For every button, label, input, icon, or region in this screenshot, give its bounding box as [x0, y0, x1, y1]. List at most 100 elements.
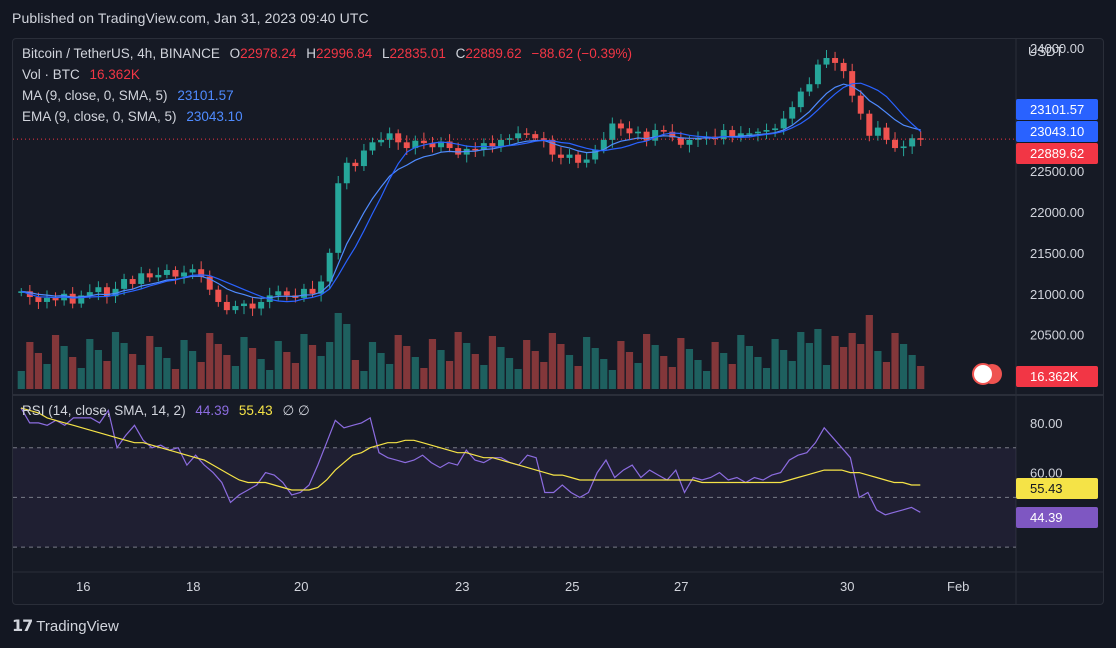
- candle-body: [438, 141, 445, 148]
- time-tick-label: 25: [565, 579, 579, 594]
- rsi-ma-tag-text: 55.43: [1030, 481, 1063, 496]
- candle-body: [497, 139, 504, 147]
- volume-bar: [43, 364, 51, 389]
- volume-bar: [77, 368, 85, 389]
- volume-bar: [51, 335, 60, 389]
- volume-bar: [129, 354, 137, 389]
- candle-body: [892, 139, 899, 149]
- ma-legend[interactable]: MA (9, close, 0, SMA, 5) 23101.57: [22, 88, 234, 103]
- volume-bar: [488, 336, 497, 389]
- volume-bar: [668, 367, 676, 389]
- candle-body: [69, 293, 76, 304]
- volume-bar: [86, 339, 94, 389]
- candle-body: [181, 272, 188, 277]
- ma-price-tag-text: 23101.57: [1030, 102, 1084, 117]
- volume-bar: [411, 357, 419, 389]
- rsi-band: [13, 447, 1016, 548]
- volume-bar: [814, 329, 822, 389]
- low-label: L: [382, 46, 390, 61]
- volume-bar: [377, 353, 385, 389]
- volume-bar: [326, 342, 334, 389]
- candle-body: [146, 273, 153, 278]
- volume-bar: [899, 344, 908, 389]
- candle-body: [455, 148, 462, 155]
- currency-label: USDT: [1028, 44, 1063, 59]
- candle-body: [189, 269, 196, 273]
- candle-body: [557, 154, 564, 158]
- candle-body: [857, 95, 864, 114]
- rsi-tag: 44.39: [1016, 507, 1098, 528]
- last-price-tag-bg: [1016, 143, 1098, 164]
- volume-bar: [343, 324, 351, 389]
- volume-bar: [257, 359, 265, 389]
- volume-bar: [634, 363, 642, 389]
- volume-bar: [891, 333, 899, 389]
- volume-bar: [745, 346, 753, 389]
- volume-bar: [171, 369, 180, 389]
- candle-body: [652, 130, 659, 141]
- price-tick-label: 22000.00: [1030, 205, 1084, 220]
- volume-bar: [702, 371, 711, 389]
- candle-body: [643, 131, 650, 141]
- volume-bar: [103, 361, 111, 389]
- ema-legend[interactable]: EMA (9, close, 0, SMA, 5) 23043.10: [22, 109, 243, 124]
- candle-body: [155, 274, 162, 278]
- candle-body: [112, 288, 119, 297]
- time-tick-label: 18: [186, 579, 200, 594]
- close-label: C: [455, 46, 466, 61]
- volume-bar: [34, 353, 43, 389]
- candle-body: [420, 140, 427, 144]
- rsi-tag-text: 44.39: [1030, 510, 1063, 525]
- time-tick-label: 23: [455, 579, 469, 594]
- candle-body: [746, 133, 753, 135]
- ma-price-tag-bg: [1016, 99, 1098, 120]
- last-price-tag-text: 22889.62: [1030, 146, 1084, 161]
- candle-body: [549, 139, 556, 155]
- candle-body: [677, 137, 684, 145]
- volume-bar: [685, 349, 694, 389]
- volume-tag-text: 16.362K: [1030, 369, 1079, 384]
- low-value: 22835.01: [389, 46, 446, 61]
- ma-label: MA (9, close, 0, SMA, 5): [22, 88, 168, 103]
- chart-frame[interactable]: [12, 38, 1104, 605]
- rsi-label: RSI (14, close, SMA, 14, 2): [22, 403, 186, 418]
- candle-body: [241, 303, 247, 307]
- volume-bar: [463, 343, 471, 389]
- candle-body: [540, 138, 547, 140]
- volume-bar: [548, 333, 556, 389]
- volume-bar: [857, 344, 865, 389]
- candle-body: [103, 287, 110, 297]
- footer-brand[interactable]: 𝟭𝟳 TradingView: [12, 616, 119, 636]
- candle-body: [797, 91, 804, 108]
- ema-label: EMA (9, close, 0, SMA, 5): [22, 109, 177, 124]
- volume-bar: [694, 360, 702, 389]
- volume-bar: [60, 346, 68, 389]
- high-label: H: [306, 46, 316, 61]
- volume-bar: [583, 337, 591, 389]
- price-tick-label: 24000.00: [1030, 41, 1084, 56]
- candle-body: [446, 141, 453, 149]
- volume-legend[interactable]: Vol · BTC 16.362K: [22, 67, 140, 82]
- candle-body: [823, 58, 830, 65]
- rsi-legend[interactable]: RSI (14, close, SMA, 14, 2) 44.39 55.43 …: [22, 403, 310, 419]
- candle-body: [729, 130, 736, 138]
- volume-bar: [677, 338, 685, 389]
- candle-body: [566, 154, 573, 158]
- candle-body: [223, 301, 230, 311]
- candle-body: [335, 183, 342, 253]
- volume-bar: [300, 334, 308, 389]
- volume-bar: [17, 371, 25, 389]
- volume-bar: [471, 354, 479, 389]
- candle-body: [874, 127, 881, 136]
- volume-bar: [274, 341, 282, 389]
- change-value: −88.62 (−0.39%): [531, 46, 633, 61]
- volume-bar: [848, 333, 856, 389]
- symbol-title: Bitcoin / TetherUS, 4h, BINANCE: [22, 46, 220, 61]
- volume-bar: [608, 370, 616, 389]
- volume-bar: [180, 340, 188, 389]
- volume-bar: [831, 336, 839, 389]
- candle-body: [489, 143, 496, 147]
- volume-bar: [69, 357, 77, 389]
- rsi-tag-bg: [1016, 507, 1098, 528]
